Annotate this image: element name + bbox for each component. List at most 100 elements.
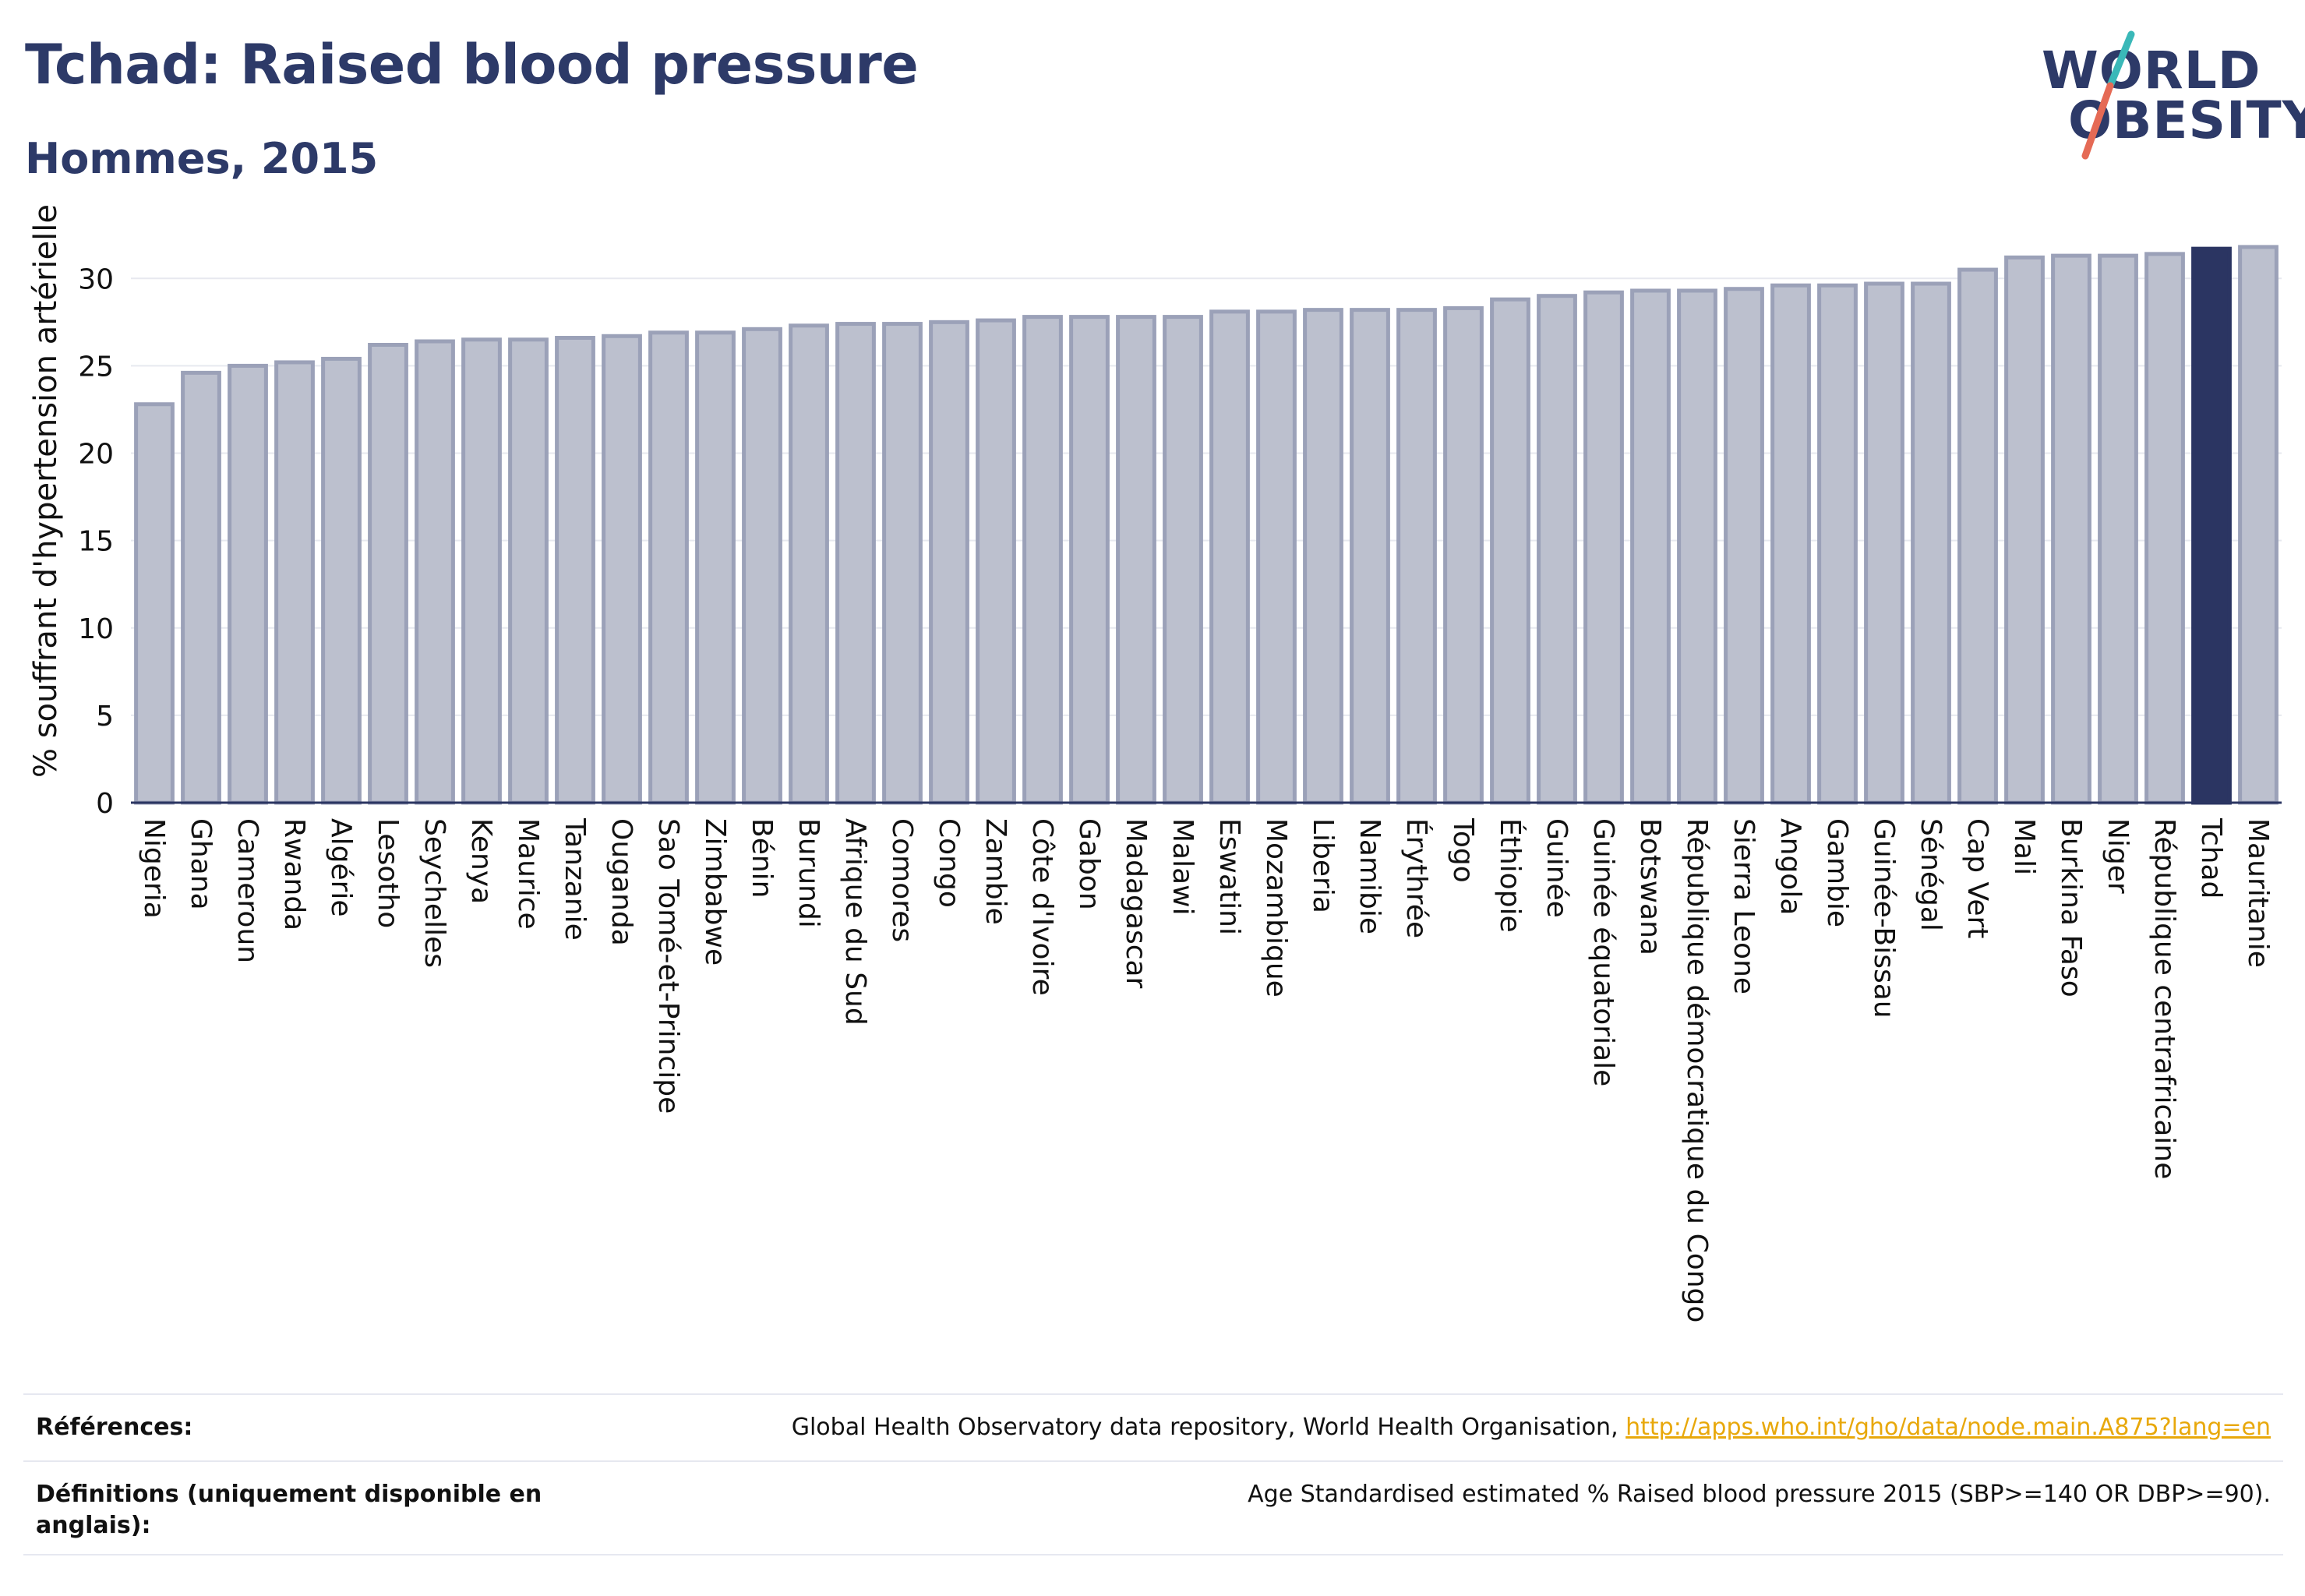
bar	[1069, 315, 1110, 805]
x-tick-label: Malawi	[1167, 818, 1198, 916]
bar	[1864, 281, 1904, 805]
bar	[1677, 288, 1717, 805]
y-tick-label: 30	[78, 263, 114, 295]
bar	[929, 320, 969, 805]
definitions-row: Définitions (uniquement disponible en an…	[23, 1460, 2283, 1555]
x-tick-label: Botswana	[1634, 818, 1666, 955]
x-tick-label: Rwanda	[278, 818, 310, 930]
bar	[1957, 267, 1998, 805]
x-tick-label: Mali	[2008, 818, 2040, 875]
references-row: Références: Global Health Observatory da…	[23, 1393, 2283, 1462]
x-tick-label: Bénin	[746, 818, 778, 898]
world-obesity-logo: WORLD OBESITY	[2034, 23, 2305, 164]
x-tick-label: Burkina Faso	[2055, 818, 2087, 998]
bar	[1630, 288, 1671, 805]
bar	[1817, 283, 1858, 805]
bar	[508, 337, 549, 805]
x-tick-label: Sao Tomé-et-Principe	[652, 818, 684, 1114]
bar	[1116, 315, 1156, 805]
definitions-label: Définitions (uniquement disponible en an…	[36, 1481, 542, 1539]
bar	[321, 356, 362, 805]
x-tick-label: Togo	[1447, 817, 1479, 883]
x-tick-label: Cameroun	[231, 818, 263, 963]
x-tick-label: Maurice	[512, 818, 544, 930]
x-tick-label: Cap Vert	[1961, 818, 1993, 938]
x-tick-label: Eswatini	[1213, 818, 1245, 935]
x-tick-label: Kenya	[465, 818, 497, 904]
bar	[835, 322, 876, 805]
bar	[742, 327, 782, 805]
y-axis-label: % souffrant d'hypertension artérielle	[28, 204, 64, 778]
y-tick-label: 15	[78, 526, 114, 558]
logo-slash-icon	[2081, 30, 2135, 160]
bar	[2191, 246, 2232, 805]
page-title: Tchad: Raised blood pressure	[25, 33, 919, 97]
x-tick-label: Ghana	[185, 818, 217, 910]
x-tick-label: Namibie	[1354, 818, 1385, 934]
y-tick-label: 10	[78, 613, 114, 645]
bar	[648, 330, 689, 805]
bar	[602, 334, 642, 805]
bar	[415, 339, 455, 805]
x-tick-label: Congo	[933, 818, 965, 908]
bar	[1396, 308, 1437, 805]
x-tick-label: Sierra Leone	[1728, 818, 1760, 994]
x-tick-label: Sénégal	[1915, 818, 1947, 931]
x-tick-label: Gabon	[1073, 818, 1105, 910]
bar	[461, 337, 502, 805]
bar	[1490, 297, 1530, 805]
bar	[1256, 309, 1297, 805]
bar	[2098, 253, 2138, 805]
footer-bottom-rule	[23, 1554, 2283, 1555]
bar	[134, 402, 175, 805]
bar	[882, 322, 923, 805]
references-label: Références:	[36, 1414, 193, 1441]
definitions-value: Age Standardised estimated % Raised bloo…	[1248, 1481, 2271, 1508]
x-tick-label: Comores	[886, 818, 918, 942]
x-tick-label: Éthiopie	[1494, 818, 1527, 933]
x-tick-label: République démocratique du Congo	[1681, 818, 1713, 1322]
x-tick-label: Liberia	[1307, 818, 1339, 913]
logo-line-1: WORLD	[2042, 41, 2261, 101]
bar	[1770, 283, 1811, 805]
x-tick-label: Ouganda	[605, 818, 637, 946]
page-subtitle: Hommes, 2015	[25, 134, 379, 183]
x-tick-label: Guinée	[1541, 818, 1573, 918]
bar	[1537, 294, 1577, 805]
x-tick-label: Zimbabwe	[699, 818, 731, 966]
bar	[181, 370, 221, 805]
x-tick-label: Seychelles	[418, 818, 450, 968]
x-tick-label: Zambie	[980, 818, 1011, 925]
x-tick-label: Burundi	[792, 818, 824, 928]
y-tick-label: 0	[96, 788, 114, 820]
bar	[789, 323, 829, 805]
references-value: Global Health Observatory data repositor…	[792, 1412, 2271, 1443]
x-tick-label: Algérie	[325, 818, 357, 917]
x-tick-label: Angola	[1774, 818, 1806, 915]
bar	[976, 318, 1016, 805]
x-tick-label: Mozambique	[1260, 818, 1292, 998]
references-text: Global Health Observatory data repositor…	[791, 1414, 1626, 1441]
y-tick-label: 25	[78, 351, 114, 383]
y-tick-label: 20	[78, 439, 114, 471]
x-tick-label: Niger	[2102, 818, 2134, 894]
references-link[interactable]: http://apps.who.int/gho/data/node.main.A…	[1626, 1414, 2271, 1441]
y-tick-label: 5	[96, 701, 114, 733]
x-tick-label: Lesotho	[372, 818, 404, 928]
bar	[2004, 255, 2045, 805]
bar	[1022, 315, 1063, 805]
bar	[1911, 281, 1951, 805]
bar	[1443, 305, 1484, 805]
x-tick-label: Guinée-Bissau	[1868, 818, 1900, 1019]
bar	[1350, 308, 1390, 805]
bar-chart: 0 5 10 15 20 25 30 % souffrant d'hypertension a…	[28, 204, 2282, 1322]
x-tick-label: République centrafricaine	[2148, 818, 2180, 1179]
bar	[1209, 309, 1250, 805]
bar	[2144, 252, 2185, 805]
x-tick-label: Tchad	[2195, 817, 2227, 899]
x-tick-label: Gambie	[1821, 818, 1853, 927]
x-tick-label: Mauritanie	[2242, 818, 2274, 968]
bar	[1583, 290, 1624, 805]
bar	[2238, 245, 2279, 805]
x-tick-label: Guinée équatoriale	[1587, 818, 1619, 1086]
